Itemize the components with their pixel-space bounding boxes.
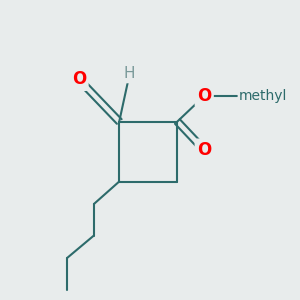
Text: O: O xyxy=(197,141,211,159)
Text: methyl: methyl xyxy=(238,89,287,103)
Text: O: O xyxy=(197,87,211,105)
Text: H: H xyxy=(124,66,135,81)
Text: O: O xyxy=(72,70,86,88)
